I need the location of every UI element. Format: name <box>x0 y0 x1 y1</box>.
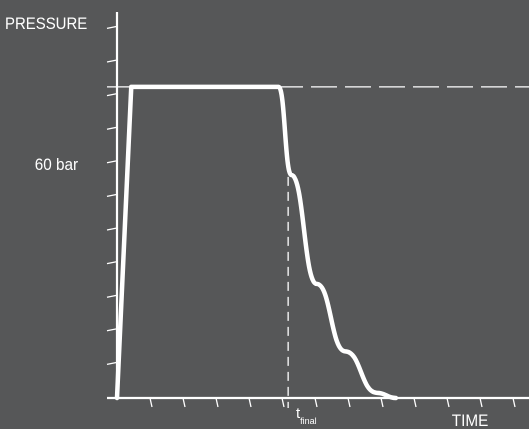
x-tick <box>215 397 219 408</box>
tfinal-subscript: final <box>300 416 317 426</box>
x-tick <box>182 397 186 408</box>
x-tick <box>347 397 351 408</box>
x-tick <box>479 397 483 408</box>
y-tick <box>106 361 118 366</box>
x-tick <box>149 397 153 408</box>
y-tick <box>106 227 118 231</box>
y-tick <box>106 193 118 198</box>
x-tick <box>380 397 384 408</box>
y-tick <box>106 126 118 130</box>
pressure-curve <box>114 84 399 401</box>
y-tick <box>106 92 118 97</box>
y-tick <box>106 260 118 265</box>
tfinal-label: tfinal <box>296 405 317 426</box>
y-tick <box>106 328 118 332</box>
x-tick <box>413 397 417 408</box>
x-tick <box>512 397 516 408</box>
x-tick <box>446 397 450 408</box>
x-axis-label: TIME <box>452 411 489 429</box>
y-tick <box>106 25 118 30</box>
y-tick <box>106 294 118 298</box>
axis-ticks <box>106 25 516 408</box>
y-axis-label: PRESSURE <box>5 15 87 33</box>
x-tick <box>314 397 318 408</box>
x-tick <box>248 397 252 408</box>
level-label: 60 bar <box>35 155 79 174</box>
tfinal-main: t <box>296 405 301 422</box>
y-tick <box>106 160 118 164</box>
x-tick <box>281 397 285 408</box>
y-tick <box>106 59 118 63</box>
